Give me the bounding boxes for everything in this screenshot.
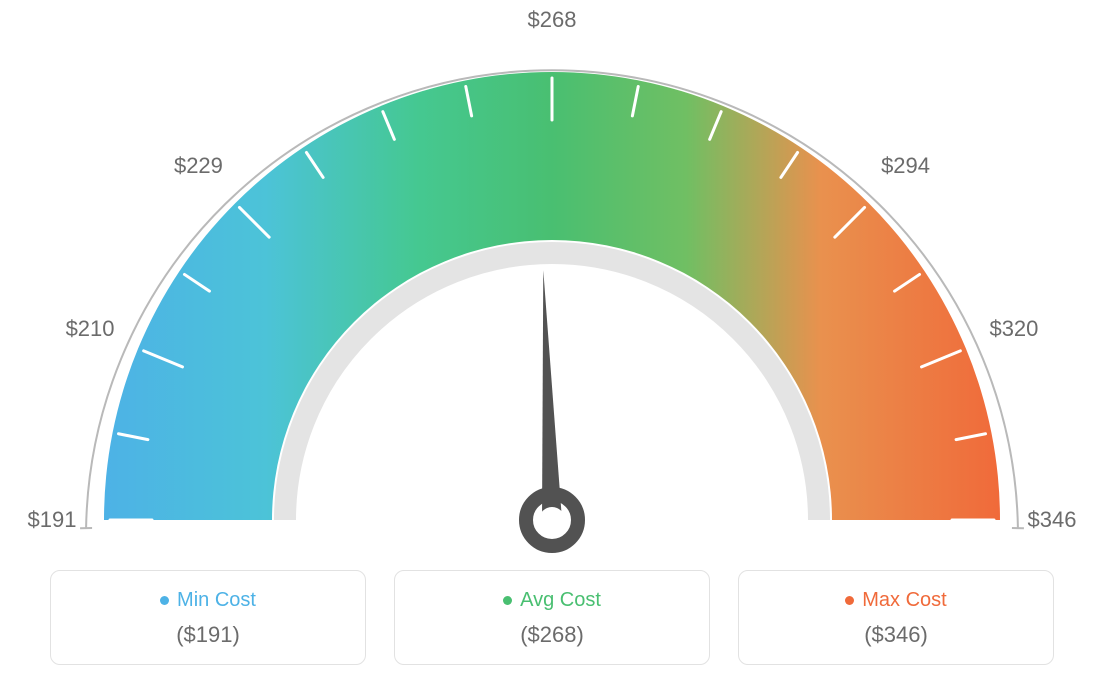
gauge-tick-label: $229 bbox=[174, 153, 223, 179]
min-cost-label: Min Cost bbox=[177, 589, 256, 612]
min-cost-dot bbox=[160, 596, 169, 605]
gauge-tick-label: $294 bbox=[881, 153, 930, 179]
avg-cost-card: Avg Cost ($268) bbox=[394, 570, 710, 665]
max-cost-value: ($346) bbox=[751, 622, 1041, 648]
max-cost-dot bbox=[845, 596, 854, 605]
legend-row: Min Cost ($191) Avg Cost ($268) Max Cost… bbox=[0, 570, 1104, 665]
gauge-tick-label: $191 bbox=[28, 507, 77, 533]
max-cost-label-line: Max Cost bbox=[845, 589, 946, 612]
avg-cost-dot bbox=[503, 596, 512, 605]
min-cost-label-line: Min Cost bbox=[160, 589, 256, 612]
gauge-tick-label: $320 bbox=[989, 316, 1038, 342]
avg-cost-label-line: Avg Cost bbox=[503, 589, 601, 612]
gauge-tick-label: $268 bbox=[528, 7, 577, 33]
gauge-tick-label: $210 bbox=[66, 316, 115, 342]
gauge-chart: $191 $210 $229 $268 $294 $320 $346 bbox=[0, 0, 1104, 560]
max-cost-label: Max Cost bbox=[862, 589, 946, 612]
max-cost-card: Max Cost ($346) bbox=[738, 570, 1054, 665]
min-cost-card: Min Cost ($191) bbox=[50, 570, 366, 665]
gauge-tick-label: $346 bbox=[1028, 507, 1077, 533]
avg-cost-value: ($268) bbox=[407, 622, 697, 648]
avg-cost-label: Avg Cost bbox=[520, 589, 601, 612]
min-cost-value: ($191) bbox=[63, 622, 353, 648]
gauge-svg bbox=[0, 0, 1104, 560]
